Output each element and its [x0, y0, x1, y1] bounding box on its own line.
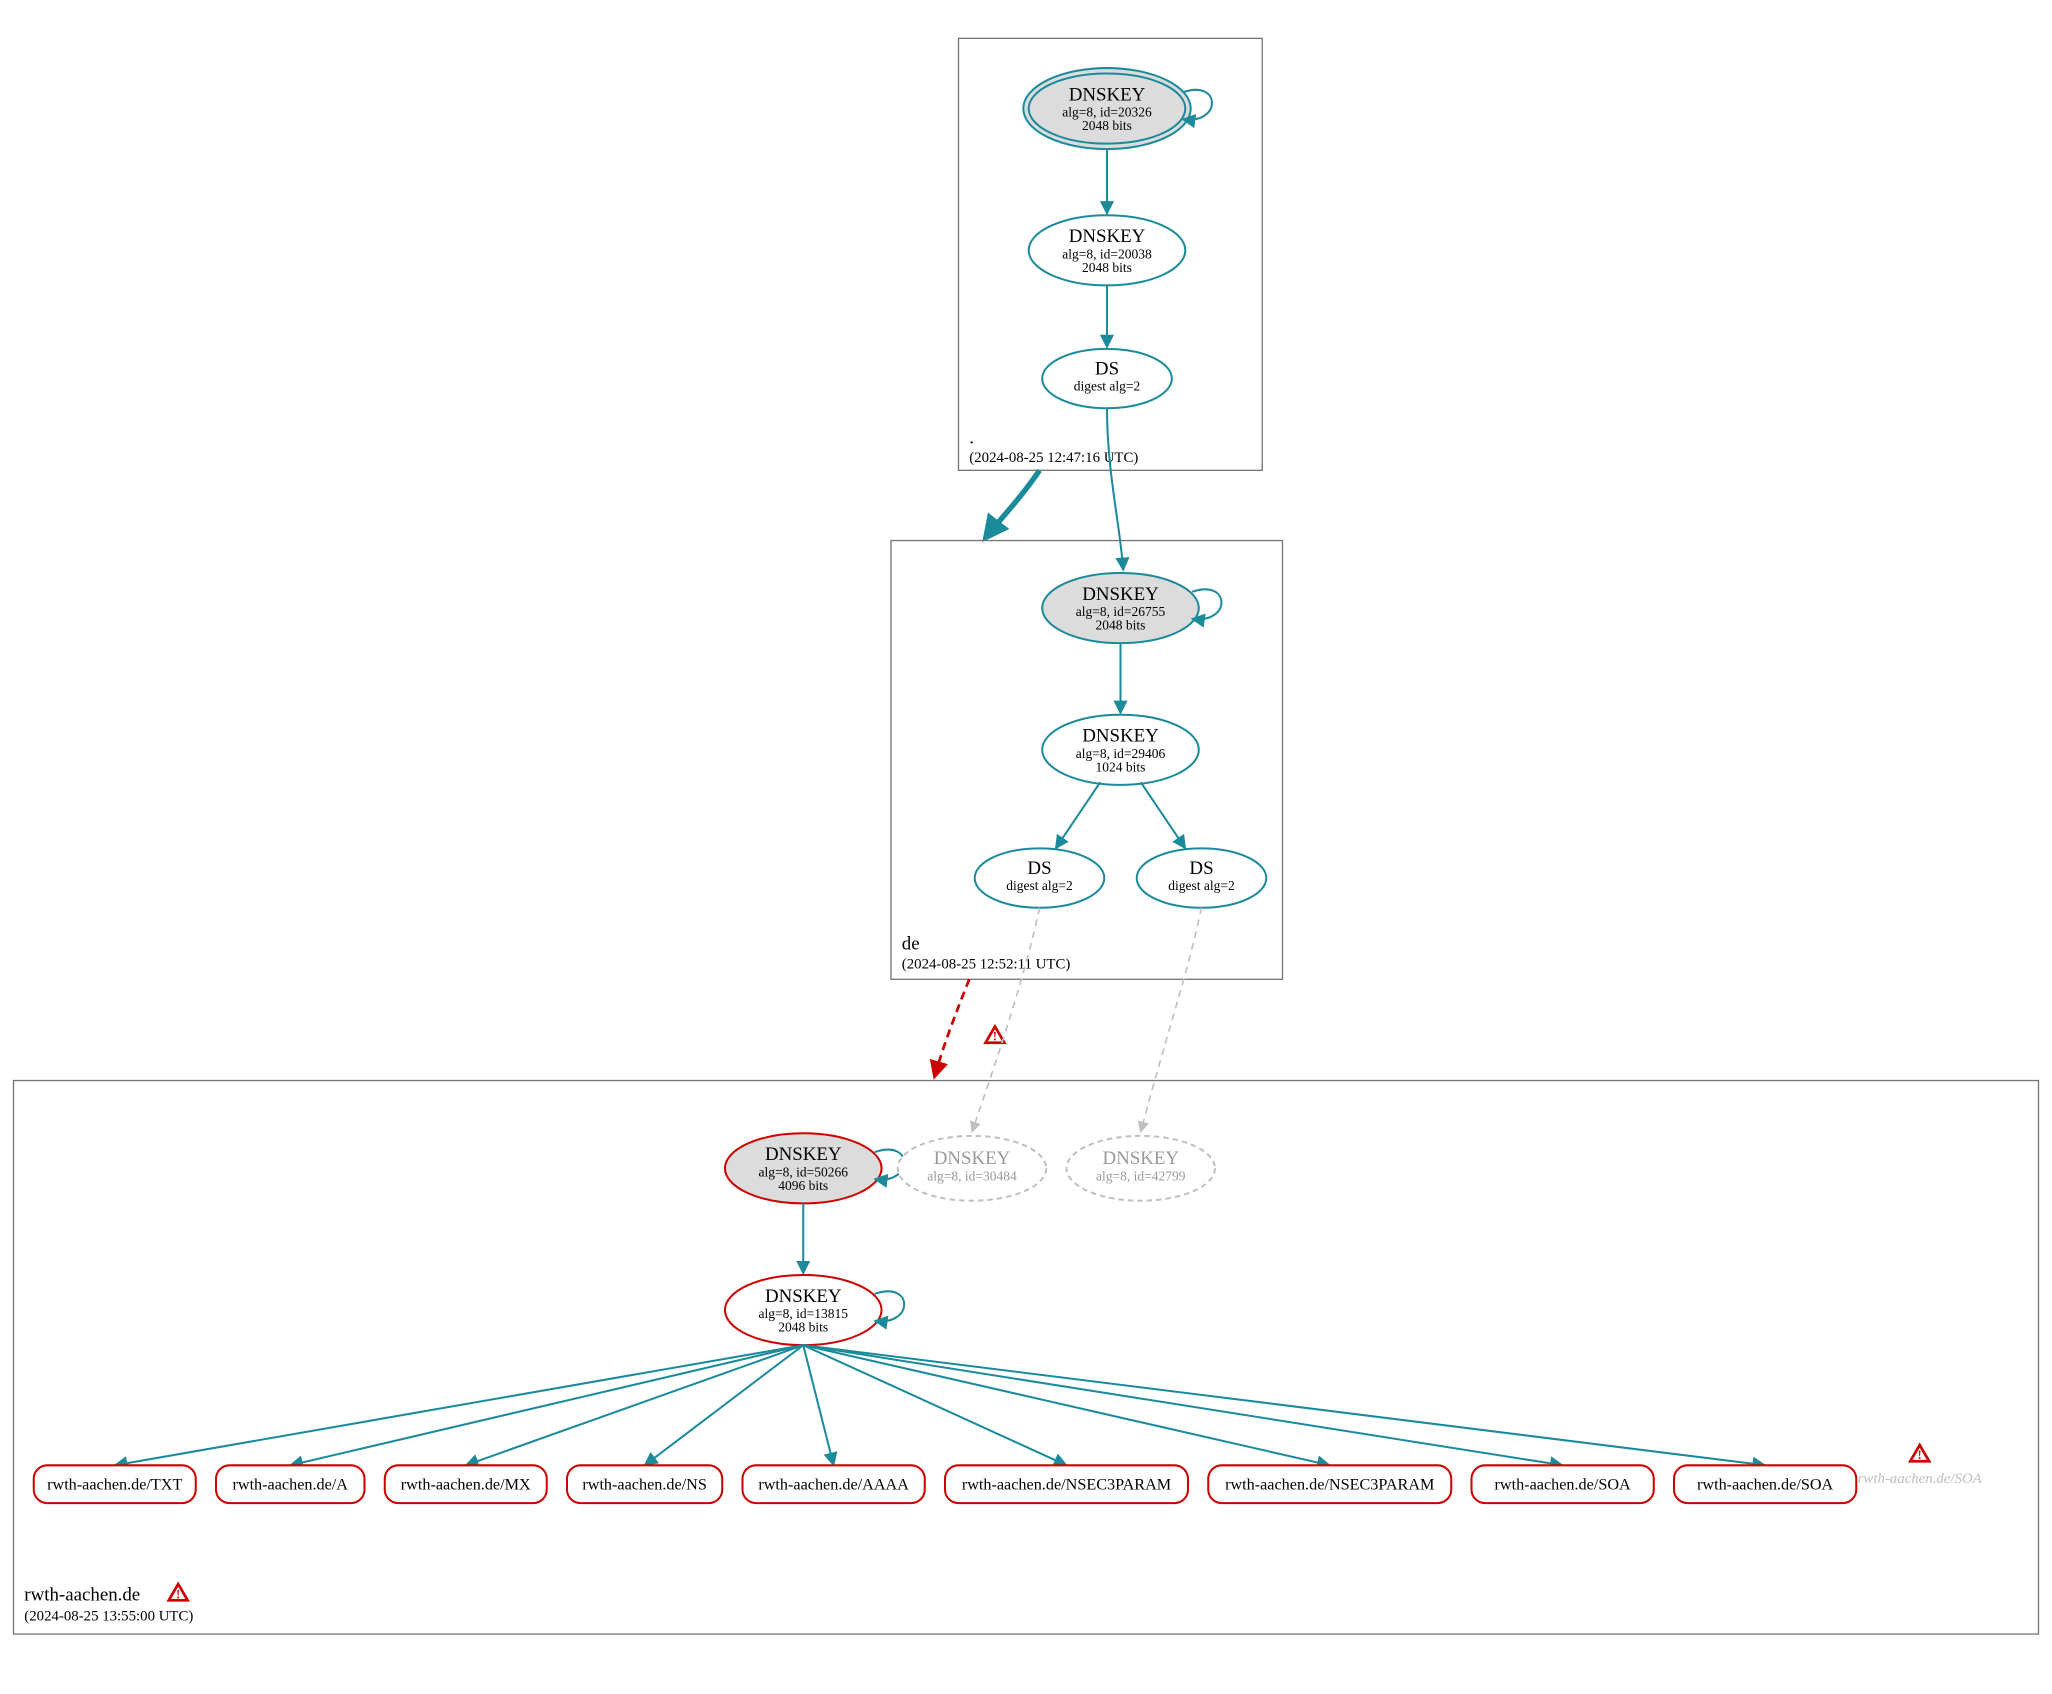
warning-icon-zone: ! [169, 1584, 188, 1601]
rrset-box: rwth-aachen.de/NS [567, 1465, 722, 1503]
rrset-label: rwth-aachen.de/AAAA [758, 1476, 909, 1494]
rrset-box: rwth-aachen.de/AAAA [743, 1465, 925, 1503]
svg-text:DNSKEY: DNSKEY [934, 1148, 1011, 1169]
svg-text:DNSKEY: DNSKEY [1069, 84, 1146, 105]
rrset-box: rwth-aachen.de/A [216, 1465, 365, 1503]
edge-zsk-to-rrset [115, 1345, 804, 1465]
edge-root-to-de-deleg [986, 470, 1040, 537]
edge-de-zsk-ds1 [1056, 782, 1101, 848]
rrset-label: rwth-aachen.de/SOA [1697, 1476, 1834, 1494]
rrset-box: rwth-aachen.de/TXT [34, 1465, 196, 1503]
warning-icon-delegation: ! [986, 1027, 1005, 1044]
svg-text:digest alg=2: digest alg=2 [1168, 878, 1234, 893]
rrset-label: rwth-aachen.de/NSEC3PARAM [1225, 1476, 1434, 1494]
rrset-label: rwth-aachen.de/NSEC3PARAM [962, 1476, 1171, 1494]
node-rwth-ksk: DNSKEY alg=8, id=50266 4096 bits [725, 1133, 882, 1203]
edge-zsk-to-rrset [803, 1345, 1562, 1465]
zone-rwth-timestamp: (2024-08-25 13:55:00 UTC) [24, 1609, 193, 1625]
zone-rwth-label: rwth-aachen.de [24, 1584, 140, 1605]
zone-de-label: de [902, 934, 920, 955]
node-rwth-zsk: DNSKEY alg=8, id=13815 2048 bits [725, 1275, 882, 1345]
svg-text:alg=8, id=30484: alg=8, id=30484 [927, 1168, 1017, 1183]
svg-text:!: ! [993, 1030, 997, 1044]
edge-ds2-ghost2 [1141, 908, 1202, 1132]
svg-text:DS: DS [1027, 858, 1051, 879]
node-de-zsk: DNSKEY alg=8, id=29406 1024 bits [1042, 715, 1199, 785]
rrset-box: rwth-aachen.de/NSEC3PARAM [945, 1465, 1188, 1503]
rrset-box: rwth-aachen.de/MX [385, 1465, 547, 1503]
node-root-ksk: DNSKEY alg=8, id=20326 2048 bits [1023, 68, 1190, 149]
zone-root: . (2024-08-25 12:47:16 UTC) DNSKEY alg=8… [959, 38, 1263, 470]
node-root-ds: DS digest alg=2 [1042, 349, 1172, 408]
edge-de-zsk-ds2 [1141, 782, 1186, 848]
svg-text:DNSKEY: DNSKEY [765, 1144, 842, 1165]
ghost-rrset: ! rwth-aachen.de/SOA [1858, 1445, 1983, 1487]
zone-de: de (2024-08-25 12:52:11 UTC) DNSKEY alg=… [891, 541, 1283, 980]
node-rwth-ghost1: DNSKEY alg=8, id=30484 [898, 1136, 1047, 1201]
edge-zsk-to-rrset [803, 1345, 1765, 1465]
rrset-label: rwth-aachen.de/NS [582, 1476, 707, 1494]
node-rwth-ghost2: DNSKEY alg=8, id=42799 [1067, 1136, 1216, 1201]
svg-text:DNSKEY: DNSKEY [1102, 1148, 1179, 1169]
node-root-zsk: DNSKEY alg=8, id=20038 2048 bits [1029, 215, 1186, 285]
svg-text:digest alg=2: digest alg=2 [1006, 878, 1072, 893]
edge-zsk-to-rrset [803, 1345, 1330, 1465]
edge-de-to-rwth-deleg [934, 979, 969, 1078]
svg-text:digest alg=2: digest alg=2 [1074, 379, 1140, 394]
svg-text:2048 bits: 2048 bits [1082, 260, 1132, 275]
zone-rwth: rwth-aachen.de (2024-08-25 13:55:00 UTC)… [14, 1081, 2039, 1635]
rrset-label: rwth-aachen.de/A [232, 1476, 348, 1494]
edge-zsk-to-rrset [803, 1345, 833, 1465]
edge-root-ds-to-de-ksk [1107, 408, 1123, 570]
svg-text:1024 bits: 1024 bits [1096, 759, 1146, 774]
svg-text:DNSKEY: DNSKEY [765, 1286, 842, 1307]
svg-text:DNSKEY: DNSKEY [1069, 226, 1146, 247]
node-de-ds2: DS digest alg=2 [1137, 848, 1267, 907]
svg-text:alg=8, id=42799: alg=8, id=42799 [1096, 1168, 1186, 1183]
edge-ds1-ghost1 [972, 908, 1040, 1132]
svg-text:DNSKEY: DNSKEY [1082, 584, 1159, 605]
edge-zsk-to-rrset [290, 1345, 803, 1465]
edge-zsk-to-rrset [803, 1345, 1066, 1465]
svg-text:DS: DS [1095, 359, 1119, 380]
node-de-ksk: DNSKEY alg=8, id=26755 2048 bits [1042, 573, 1199, 643]
svg-text:DS: DS [1189, 858, 1213, 879]
rrset-box: rwth-aachen.de/NSEC3PARAM [1208, 1465, 1451, 1503]
svg-text:!: ! [1918, 1448, 1922, 1462]
zone-root-timestamp: (2024-08-25 12:47:16 UTC) [969, 450, 1138, 466]
svg-text:2048 bits: 2048 bits [778, 1320, 828, 1335]
svg-text:DNSKEY: DNSKEY [1082, 726, 1159, 747]
svg-text:2048 bits: 2048 bits [1096, 618, 1146, 633]
rrset-box: rwth-aachen.de/SOA [1674, 1465, 1856, 1503]
rrset-box: rwth-aachen.de/SOA [1472, 1465, 1654, 1503]
edge-zsk-to-rrset [466, 1345, 804, 1465]
zone-root-label: . [969, 427, 974, 448]
svg-text:rwth-aachen.de/SOA: rwth-aachen.de/SOA [1858, 1471, 1983, 1487]
zone-de-timestamp: (2024-08-25 12:52:11 UTC) [902, 956, 1071, 972]
svg-text:4096 bits: 4096 bits [778, 1178, 828, 1193]
svg-text:2048 bits: 2048 bits [1082, 118, 1132, 133]
rrset-label: rwth-aachen.de/TXT [47, 1476, 182, 1494]
rrset-label: rwth-aachen.de/SOA [1495, 1476, 1632, 1494]
svg-text:!: ! [176, 1587, 180, 1601]
rrset-label: rwth-aachen.de/MX [401, 1476, 531, 1494]
node-de-ds1: DS digest alg=2 [975, 848, 1105, 907]
